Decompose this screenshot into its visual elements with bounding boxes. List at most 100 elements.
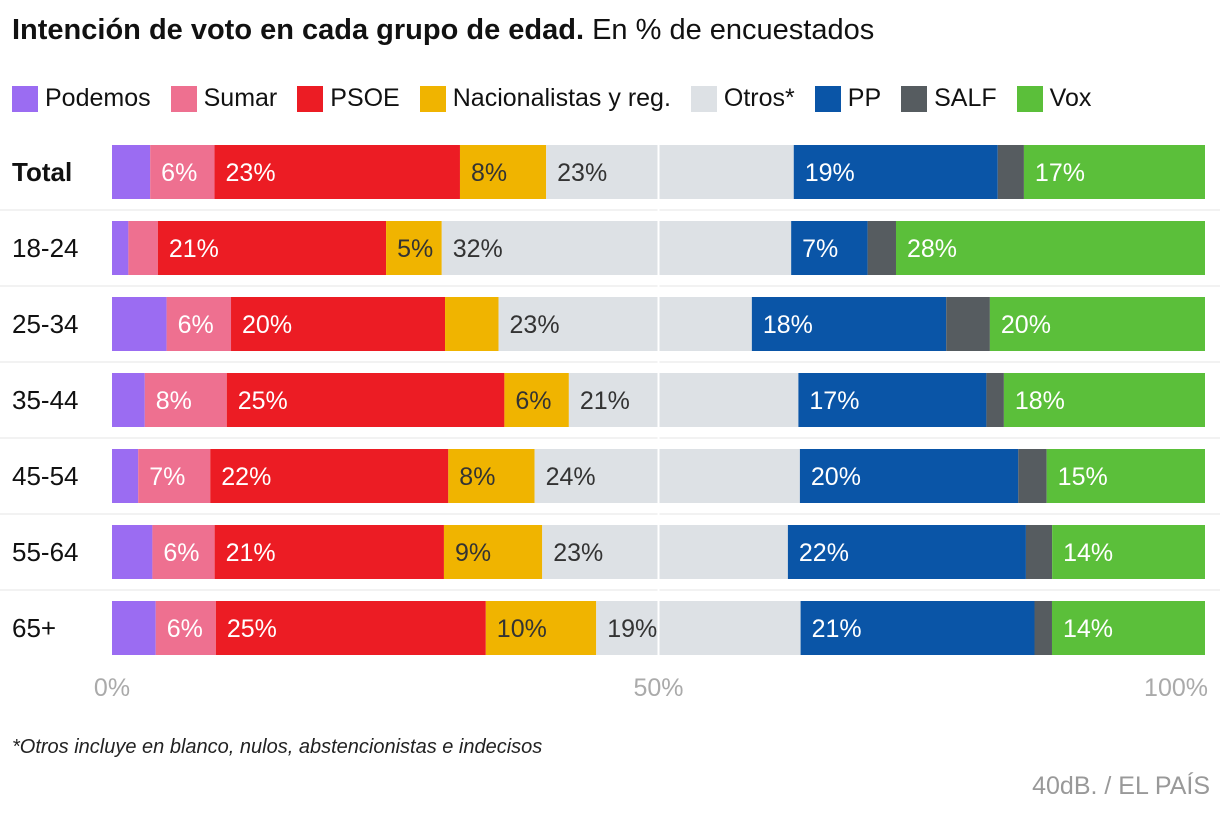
legend-swatch bbox=[170, 85, 197, 112]
data-label: 7% bbox=[149, 463, 185, 491]
bar-segment-nacionalistas-y-reg- bbox=[386, 221, 442, 275]
legend-swatch bbox=[1016, 85, 1043, 112]
data-label: 23% bbox=[553, 539, 603, 567]
data-label: 25% bbox=[227, 615, 277, 643]
data-label: 8% bbox=[459, 463, 495, 491]
bar-segment-nacionalistas-y-reg- bbox=[504, 373, 569, 427]
bar-segment-nacionalistas-y-reg- bbox=[445, 297, 499, 351]
bar-segment-nacionalistas-y-reg- bbox=[443, 525, 543, 579]
row-label: 18-24 bbox=[12, 233, 79, 263]
bar-segment-sumar bbox=[144, 373, 227, 427]
bar-segment-salf bbox=[1034, 601, 1052, 655]
x-tick-label: 50% bbox=[633, 674, 683, 702]
data-label: 15% bbox=[1058, 463, 1108, 491]
row-label: 25-34 bbox=[12, 309, 79, 339]
row-label: 35-44 bbox=[12, 385, 79, 415]
legend: Podemos Sumar PSOE Nacionalistas y reg. Otro… bbox=[12, 84, 1111, 113]
data-label: 20% bbox=[242, 311, 292, 339]
bar-segment-sumar bbox=[138, 449, 211, 503]
footnote: *Otros incluye en blanco, nulos, abstenc… bbox=[12, 736, 543, 758]
bar-segment-vox bbox=[1051, 601, 1205, 655]
bar-segment-otros- bbox=[568, 373, 799, 427]
data-label: 17% bbox=[809, 387, 859, 415]
bar-segment-pp bbox=[793, 145, 998, 199]
bar-segment-psoe bbox=[157, 221, 387, 275]
bar-segment-sumar bbox=[152, 525, 215, 579]
legend-label: Vox bbox=[1049, 84, 1092, 112]
legend-label: PSOE bbox=[330, 84, 400, 112]
legend-item: Podemos bbox=[12, 84, 151, 113]
bar-segment-otros- bbox=[546, 145, 794, 199]
bar-segment-psoe bbox=[226, 373, 505, 427]
source: 40dB. / EL PAÍS bbox=[1032, 772, 1210, 800]
bar-segment-podemos bbox=[112, 145, 151, 199]
data-label: 6% bbox=[167, 615, 203, 643]
legend-label: PP bbox=[847, 84, 882, 112]
data-label: 8% bbox=[471, 159, 507, 187]
data-label: 23% bbox=[226, 159, 276, 187]
bar-segment-podemos bbox=[112, 297, 167, 351]
legend-swatch bbox=[419, 85, 446, 112]
legend-label: Otros* bbox=[723, 84, 795, 112]
data-label: 9% bbox=[455, 539, 491, 567]
row-label: 45-54 bbox=[12, 461, 79, 491]
bar-segment-pp bbox=[751, 297, 947, 351]
bar-segment-sumar bbox=[150, 145, 215, 199]
bar-segment-pp bbox=[799, 449, 1019, 503]
bar-segment-vox bbox=[1052, 525, 1205, 579]
legend-item: PP bbox=[814, 84, 882, 113]
bar-segment-salf bbox=[1025, 525, 1053, 579]
data-label: 6% bbox=[515, 387, 551, 415]
data-label: 21% bbox=[169, 235, 219, 263]
legend-swatch bbox=[690, 85, 717, 112]
data-label: 25% bbox=[238, 387, 288, 415]
bar-segment-otros- bbox=[441, 221, 792, 275]
bar-segment-pp bbox=[791, 221, 868, 275]
data-label: 21% bbox=[580, 387, 630, 415]
bar-segment-vox bbox=[1003, 373, 1205, 427]
bar-segment-salf bbox=[946, 297, 990, 351]
row-label: 65+ bbox=[12, 613, 56, 643]
data-label: 22% bbox=[221, 463, 271, 491]
data-label: 28% bbox=[907, 235, 957, 263]
legend-label: Sumar bbox=[203, 84, 278, 112]
legend-label: Nacionalistas y reg. bbox=[452, 84, 671, 112]
legend-item: Sumar bbox=[170, 84, 278, 113]
data-label: 7% bbox=[802, 235, 838, 263]
bar-segment-podemos bbox=[112, 221, 129, 275]
data-label: 14% bbox=[1063, 615, 1113, 643]
title-bold: Intención de voto en cada grupo de edad. bbox=[12, 14, 585, 46]
bar-segment-salf bbox=[997, 145, 1024, 199]
data-label: 19% bbox=[805, 159, 855, 187]
bar-segment-psoe bbox=[214, 145, 460, 199]
data-label: 21% bbox=[812, 615, 862, 643]
x-tick-label: 0% bbox=[94, 674, 130, 702]
bar-segment-sumar bbox=[128, 221, 158, 275]
legend-item: SALF bbox=[901, 84, 997, 113]
data-label: 18% bbox=[1015, 387, 1065, 415]
data-label: 23% bbox=[557, 159, 607, 187]
bar-segment-psoe bbox=[215, 601, 486, 655]
bar-segment-otros- bbox=[498, 297, 752, 351]
data-label: 20% bbox=[1001, 311, 1051, 339]
data-label: 14% bbox=[1063, 539, 1113, 567]
bar-segment-vox bbox=[895, 221, 1205, 275]
bar-segment-salf bbox=[986, 373, 1004, 427]
data-label: 23% bbox=[510, 311, 560, 339]
bar-segment-podemos bbox=[112, 449, 139, 503]
legend-swatch bbox=[814, 85, 841, 112]
bar-segment-otros- bbox=[534, 449, 800, 503]
bar-segment-salf bbox=[1018, 449, 1047, 503]
data-label: 10% bbox=[497, 615, 547, 643]
bar-segment-podemos bbox=[112, 601, 156, 655]
bar-segment-vox bbox=[1023, 145, 1205, 199]
bar-segment-pp bbox=[800, 601, 1035, 655]
bar-segment-salf bbox=[867, 221, 896, 275]
legend-swatch bbox=[12, 85, 38, 112]
data-label: 6% bbox=[161, 159, 197, 187]
legend-swatch bbox=[297, 85, 324, 112]
bar-segment-psoe bbox=[214, 525, 444, 579]
legend-item: Nacionalistas y reg. bbox=[419, 84, 671, 113]
bar-segment-nacionalistas-y-reg- bbox=[459, 145, 547, 199]
